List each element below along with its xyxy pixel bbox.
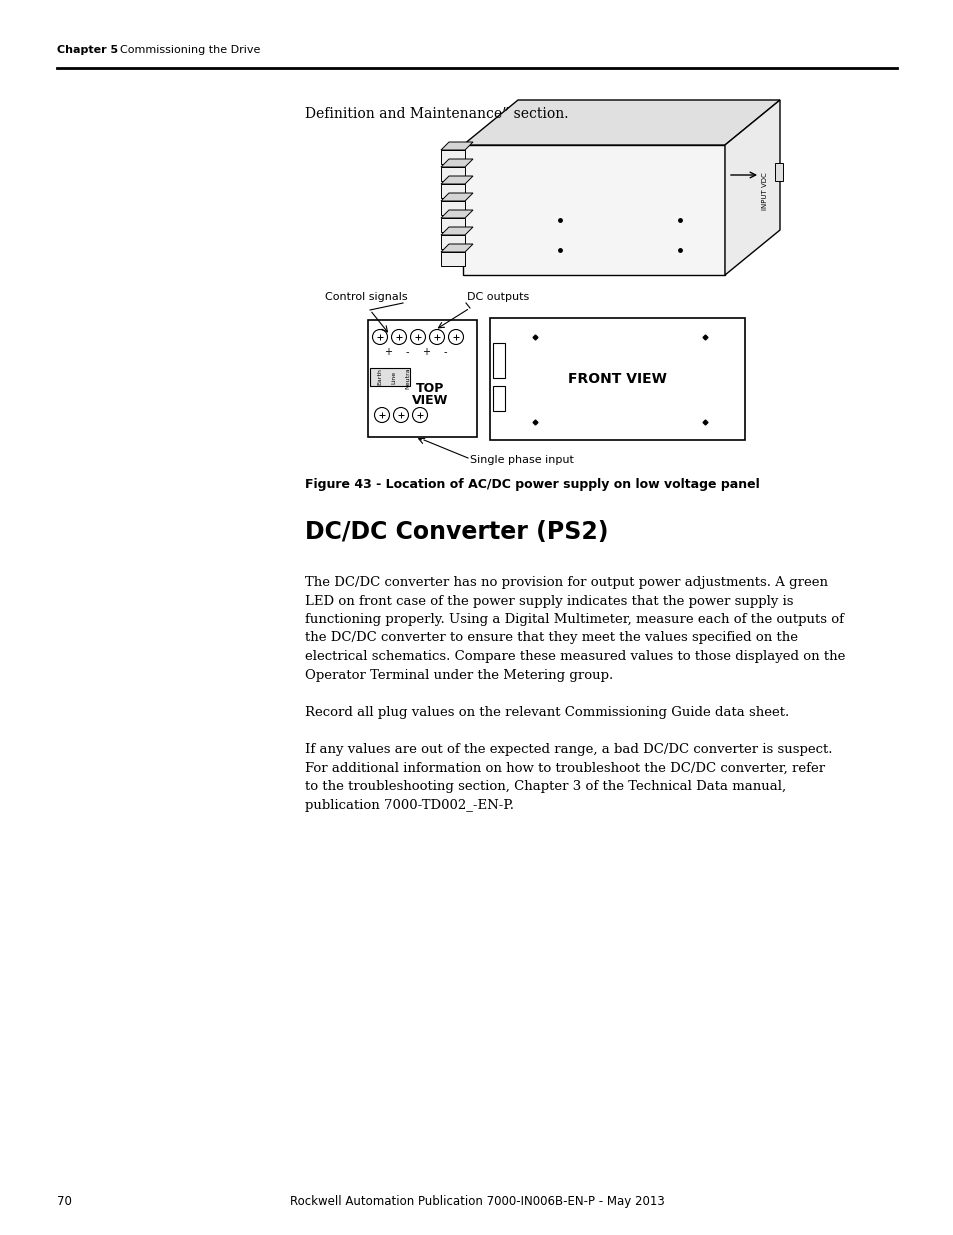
Polygon shape bbox=[724, 100, 780, 275]
Text: If any values are out of the expected range, a bad DC/DC converter is suspect.: If any values are out of the expected ra… bbox=[305, 743, 832, 756]
Bar bbox=[493, 343, 504, 378]
Polygon shape bbox=[440, 210, 473, 219]
Circle shape bbox=[391, 330, 406, 345]
Text: -: - bbox=[405, 347, 408, 357]
Text: The DC/DC converter has no provision for output power adjustments. A green: The DC/DC converter has no provision for… bbox=[305, 576, 827, 589]
Circle shape bbox=[429, 330, 444, 345]
Text: Control signals: Control signals bbox=[325, 291, 407, 303]
Text: 70: 70 bbox=[57, 1195, 71, 1208]
Text: Neutral: Neutral bbox=[405, 366, 410, 389]
Polygon shape bbox=[462, 144, 724, 275]
Text: Single phase input: Single phase input bbox=[470, 454, 574, 466]
Polygon shape bbox=[440, 245, 473, 252]
Text: Line: Line bbox=[391, 370, 396, 384]
Text: Earth: Earth bbox=[377, 368, 382, 385]
Polygon shape bbox=[440, 167, 464, 182]
Circle shape bbox=[393, 408, 408, 422]
Text: DC outputs: DC outputs bbox=[467, 291, 529, 303]
Text: Operator Terminal under the Metering group.: Operator Terminal under the Metering gro… bbox=[305, 668, 613, 682]
Text: the DC/DC converter to ensure that they meet the values specified on the: the DC/DC converter to ensure that they … bbox=[305, 631, 797, 645]
Text: publication 7000-TD002_-EN-P.: publication 7000-TD002_-EN-P. bbox=[305, 799, 514, 811]
Text: Definition and Maintenance” section.: Definition and Maintenance” section. bbox=[305, 107, 568, 121]
Text: INPUT VDC: INPUT VDC bbox=[761, 172, 767, 210]
Text: +: + bbox=[384, 347, 392, 357]
Circle shape bbox=[412, 408, 427, 422]
Text: Record all plug values on the relevant Commissioning Guide data sheet.: Record all plug values on the relevant C… bbox=[305, 706, 788, 719]
Circle shape bbox=[448, 330, 463, 345]
Polygon shape bbox=[440, 159, 473, 167]
Polygon shape bbox=[440, 184, 464, 198]
Bar bbox=[368, 320, 476, 437]
Text: DC/DC Converter (PS2): DC/DC Converter (PS2) bbox=[305, 520, 608, 543]
Text: Commissioning the Drive: Commissioning the Drive bbox=[120, 44, 260, 56]
Text: For additional information on how to troubleshoot the DC/DC converter, refer: For additional information on how to tro… bbox=[305, 762, 824, 774]
Bar bbox=[493, 387, 504, 411]
Text: Chapter 5: Chapter 5 bbox=[57, 44, 118, 56]
Circle shape bbox=[375, 408, 389, 422]
Polygon shape bbox=[440, 201, 464, 215]
Text: Figure 43 - Location of AC/DC power supply on low voltage panel: Figure 43 - Location of AC/DC power supp… bbox=[305, 478, 759, 492]
Polygon shape bbox=[440, 177, 473, 184]
Circle shape bbox=[372, 330, 387, 345]
Text: LED on front case of the power supply indicates that the power supply is: LED on front case of the power supply in… bbox=[305, 594, 793, 608]
Polygon shape bbox=[440, 235, 464, 249]
Polygon shape bbox=[462, 100, 780, 144]
Text: FRONT VIEW: FRONT VIEW bbox=[567, 372, 666, 387]
Circle shape bbox=[410, 330, 425, 345]
Text: functioning properly. Using a Digital Multimeter, measure each of the outputs of: functioning properly. Using a Digital Mu… bbox=[305, 613, 843, 626]
Polygon shape bbox=[440, 193, 473, 201]
Polygon shape bbox=[440, 142, 473, 149]
Text: electrical schematics. Compare these measured values to those displayed on the: electrical schematics. Compare these mea… bbox=[305, 650, 844, 663]
Polygon shape bbox=[440, 219, 464, 232]
Text: to the troubleshooting section, Chapter 3 of the Technical Data manual,: to the troubleshooting section, Chapter … bbox=[305, 781, 785, 793]
Bar bbox=[774, 163, 782, 182]
Polygon shape bbox=[440, 227, 473, 235]
Polygon shape bbox=[440, 149, 464, 164]
Text: Rockwell Automation Publication 7000-IN006B-EN-P - May 2013: Rockwell Automation Publication 7000-IN0… bbox=[290, 1195, 663, 1208]
Text: VIEW: VIEW bbox=[412, 394, 448, 406]
Text: TOP: TOP bbox=[416, 382, 444, 394]
Polygon shape bbox=[440, 252, 464, 266]
Bar bbox=[370, 368, 410, 387]
Text: -: - bbox=[443, 347, 446, 357]
Text: +: + bbox=[421, 347, 430, 357]
Bar bbox=[490, 317, 744, 440]
